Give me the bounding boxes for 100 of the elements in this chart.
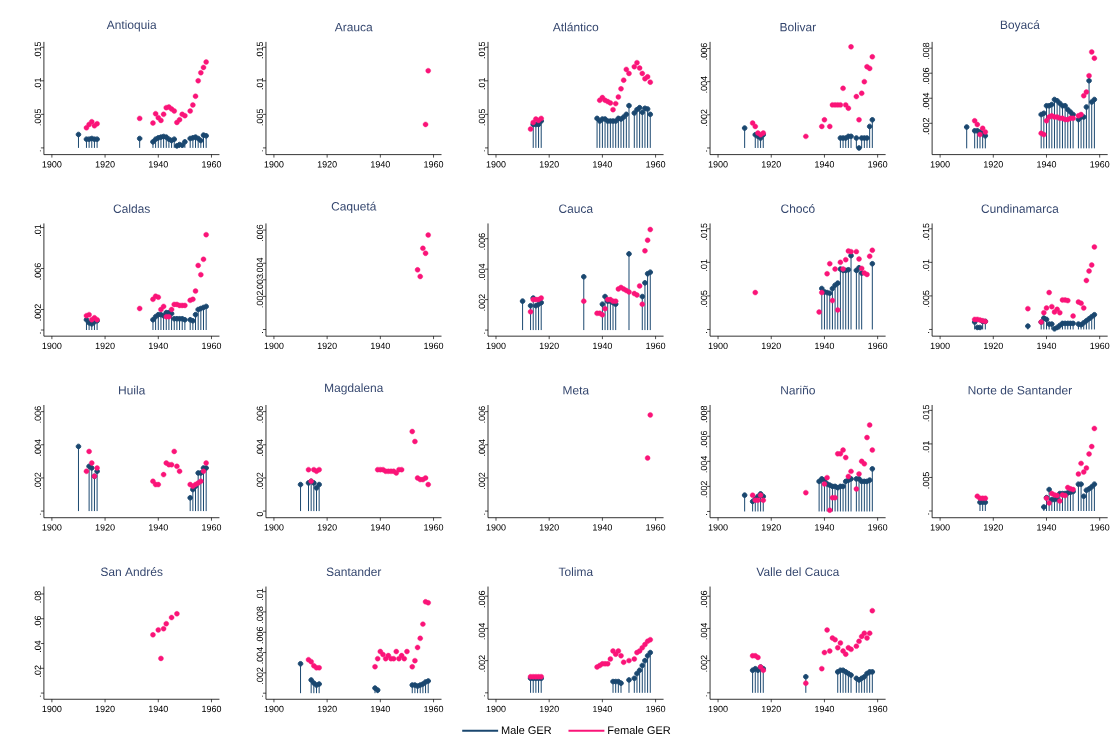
- y-tick-label: .: [706, 150, 708, 152]
- y-tick-label: .002: [478, 655, 486, 672]
- y-tick-label: .002: [700, 655, 708, 672]
- y-tick-label: .006: [256, 626, 264, 644]
- chart-title: Caquetá: [331, 201, 377, 213]
- y-tick-label: .004: [256, 257, 264, 275]
- x-tick-label: 1940: [1037, 342, 1057, 349]
- x-tick-label: 1940: [371, 342, 390, 349]
- y-tick-label: .004: [922, 92, 930, 110]
- x-tick-label: 1900: [930, 524, 950, 531]
- x-tick-label: 1920: [95, 161, 115, 168]
- y-tick-label: .006: [256, 406, 264, 423]
- y-tick-label: .002: [478, 294, 486, 311]
- y-tick-label: .006: [34, 406, 41, 423]
- x-tick-label: 1920: [317, 705, 337, 713]
- y-tick-label: .004: [700, 455, 708, 473]
- y-tick-label: .: [262, 695, 263, 697]
- y-tick-label: .002: [700, 109, 708, 126]
- y-tick-label: .: [262, 332, 263, 333]
- y-tick-label: .002: [256, 667, 264, 684]
- x-tick-label: 1940: [148, 161, 168, 168]
- x-tick-label: 1920: [539, 705, 559, 713]
- y-tick-label: .006: [700, 43, 708, 60]
- x-tick-label: 1940: [815, 342, 835, 349]
- x-tick-label: 1940: [371, 705, 390, 713]
- y-tick-label: .008: [256, 606, 264, 623]
- x-tick-label: 1900: [42, 524, 62, 531]
- y-tick-label: .02: [34, 665, 41, 677]
- chart-title: Cundinamarca: [981, 204, 1059, 213]
- chart-title: Magdalena: [325, 383, 384, 395]
- y-tick-label: .: [39, 332, 41, 334]
- y-tick-label: .01: [478, 77, 486, 90]
- chart-title: Caldas: [113, 204, 150, 213]
- chart-title: Antioquia: [106, 20, 157, 32]
- y-tick-label: .004: [256, 647, 264, 664]
- y-tick-label: .015: [700, 223, 708, 240]
- x-tick-label: 1940: [815, 161, 835, 168]
- x-tick-label: 1920: [317, 524, 337, 531]
- y-tick-label: .01: [922, 259, 930, 271]
- chart-title: Nariño: [781, 385, 815, 395]
- y-tick-label: .004: [478, 263, 486, 280]
- y-tick-label: .006: [478, 590, 486, 608]
- y-tick-label: .002: [34, 304, 41, 321]
- y-tick-label: .004: [256, 439, 264, 456]
- chart-title: Tolima: [558, 567, 594, 576]
- x-tick-label: 1900: [42, 161, 62, 168]
- x-tick-label: 1940: [148, 342, 168, 349]
- y-tick-label: .01: [700, 259, 708, 271]
- y-tick-label: .004: [34, 439, 41, 456]
- x-tick-label: 1940: [593, 524, 613, 531]
- y-tick-label: .008: [922, 42, 930, 59]
- chart-title: Atlántico: [552, 22, 599, 32]
- x-tick-label: 1920: [95, 524, 115, 531]
- y-tick-label: .002: [922, 117, 930, 135]
- y-tick-label: .005: [922, 290, 930, 307]
- x-tick-label: 1900: [42, 705, 62, 713]
- x-tick-label: 1920: [95, 705, 115, 713]
- x-tick-label: 1920: [761, 161, 781, 168]
- x-tick-label: 1900: [264, 161, 284, 168]
- y-tick-label: .08: [34, 591, 41, 603]
- x-tick-label: 1960: [646, 161, 666, 168]
- x-tick-label: 1900: [486, 524, 506, 531]
- y-tick-label: .04: [34, 640, 41, 652]
- y-tick-label: .006: [700, 590, 708, 608]
- x-tick-label: 1960: [202, 705, 222, 713]
- chart-title: Arauca: [334, 22, 373, 32]
- x-tick-label: 1920: [317, 161, 337, 168]
- y-tick-label: .002: [34, 472, 41, 489]
- y-tick-label: .005: [922, 472, 930, 489]
- x-tick-label: 1940: [1037, 161, 1057, 168]
- x-tick-label: 1920: [984, 342, 1003, 349]
- y-tick-label: .006: [478, 406, 486, 423]
- y-tick-label: .002: [478, 472, 486, 489]
- x-tick-label: 1960: [424, 705, 444, 713]
- y-tick-label: .004: [478, 622, 486, 640]
- chart-title: Meta: [563, 386, 590, 395]
- y-tick-label: .006: [256, 224, 264, 241]
- x-tick-label: 1920: [761, 705, 781, 713]
- x-tick-label: 1960: [868, 524, 888, 531]
- x-tick-label: 1920: [539, 524, 559, 531]
- y-tick-label: .005: [34, 108, 41, 126]
- x-tick-label: 1940: [1037, 524, 1057, 531]
- x-tick-label: 1960: [868, 705, 888, 713]
- x-tick-label: 1900: [264, 524, 284, 531]
- chart-title: Santander: [326, 567, 382, 576]
- y-tick-label: .015: [34, 41, 41, 59]
- y-tick-label: .015: [478, 41, 486, 59]
- x-tick-label: 1900: [930, 342, 950, 349]
- x-tick-label: 1940: [371, 161, 390, 168]
- legend-label: Male GER: [501, 725, 552, 734]
- y-tick-label: .: [484, 150, 486, 152]
- x-tick-label: 1900: [930, 161, 950, 168]
- y-tick-label: .06: [34, 615, 41, 628]
- x-tick-label: 1960: [424, 342, 444, 349]
- y-tick-label: .01: [34, 224, 41, 236]
- y-tick-label: .006: [922, 67, 930, 85]
- x-tick-label: 1960: [646, 342, 666, 349]
- y-tick-label: .005: [700, 290, 708, 307]
- y-tick-label: .: [484, 513, 486, 515]
- y-tick-label: .005: [256, 108, 264, 126]
